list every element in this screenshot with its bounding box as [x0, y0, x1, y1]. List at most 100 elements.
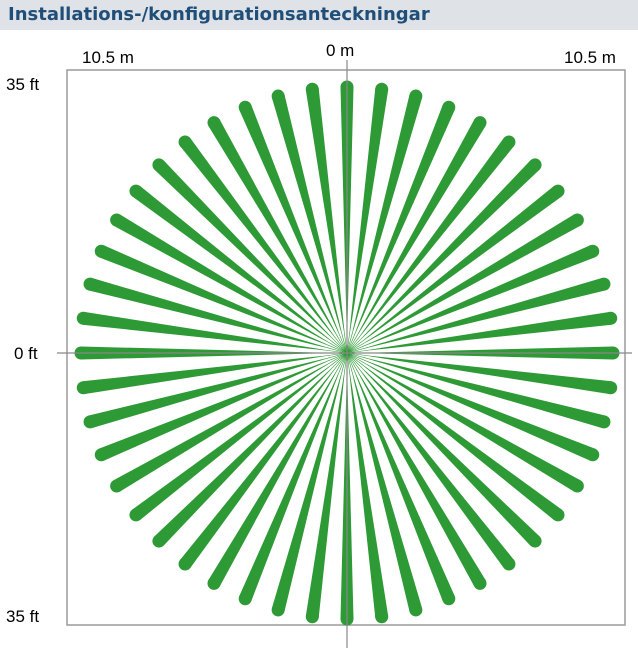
detection-beam-tip — [502, 135, 516, 149]
detection-beam-tip — [375, 610, 389, 624]
detection-beam — [360, 370, 515, 568]
detection-beam — [239, 373, 339, 602]
detection-beam-origin — [346, 347, 369, 354]
detection-beam-origin — [326, 352, 348, 362]
detection-beam-tip — [178, 557, 192, 571]
detection-beam-tip — [271, 89, 285, 103]
detection-beam-origin — [333, 352, 348, 371]
detection-beam — [208, 119, 337, 335]
detection-beam-origin — [341, 331, 348, 354]
detection-beam-tip — [409, 89, 423, 103]
detection-beam-tip — [375, 82, 389, 96]
detection-beam-origin — [329, 339, 348, 354]
detection-beam — [82, 311, 326, 351]
detection-beam — [360, 138, 515, 336]
detection-beam — [349, 374, 389, 618]
detection-beam — [362, 368, 540, 546]
detection-beam-tip — [409, 603, 423, 617]
detection-beam — [88, 358, 326, 429]
detection-beam — [271, 94, 342, 332]
detection-beam-origin — [346, 352, 359, 373]
detection-beam-tip — [94, 244, 108, 258]
detection-beams — [74, 80, 620, 626]
detection-beam-origin — [346, 341, 367, 354]
detection-beam-origin — [346, 352, 365, 367]
detection-beam-origin — [338, 352, 348, 374]
detection-beam — [98, 361, 327, 461]
detection-beam-origin — [327, 341, 348, 354]
detection-beam — [239, 104, 339, 333]
detection-beam — [368, 277, 606, 348]
detection-beam-tip — [604, 311, 618, 325]
detection-beam-tip — [502, 557, 516, 571]
detection-beam-tip — [551, 508, 565, 522]
detection-beam — [88, 277, 326, 348]
detection-beam — [367, 245, 596, 345]
detection-beam — [365, 214, 581, 343]
detection-beam-tip — [207, 116, 221, 130]
detection-beam-tip — [442, 592, 456, 606]
detection-beam — [179, 138, 334, 336]
detection-beam-tip — [604, 381, 618, 395]
detection-beam — [368, 358, 606, 429]
detection-beam-origin — [346, 331, 353, 354]
detection-beam-tip — [473, 116, 487, 130]
detection-beam-origin — [346, 332, 356, 354]
detection-beam-origin — [346, 344, 368, 354]
detection-beam-origin — [346, 352, 353, 375]
detection-beam-tip — [129, 508, 143, 522]
detection-beam — [154, 368, 332, 546]
detection-beam-tip — [570, 479, 584, 493]
detection-beam-origin — [325, 352, 348, 359]
detection-beam — [352, 94, 423, 332]
detection-beam — [357, 119, 486, 335]
detection-beam-origin — [335, 333, 348, 354]
coverage-diagram: 10.5 m 0 m 10.5 m 35 ft 0 ft 35 ft — [0, 30, 638, 650]
detection-beam — [368, 355, 612, 395]
detection-beam-tip — [442, 100, 456, 114]
detection-beam — [355, 373, 455, 602]
detection-beam-tip — [178, 135, 192, 149]
detection-beam — [367, 361, 596, 461]
detection-beam — [305, 88, 345, 332]
detection-beam-tip — [305, 82, 319, 96]
detection-beam-tip — [473, 576, 487, 590]
detection-beam — [208, 371, 337, 587]
detection-beam-origin — [338, 332, 348, 354]
detection-beam — [364, 185, 562, 340]
detection-beam-tip — [528, 534, 542, 548]
detection-beam-tip — [551, 184, 565, 198]
detection-beam-tip — [110, 479, 124, 493]
detection-beam-tip — [152, 158, 166, 172]
detection-beam — [368, 311, 612, 351]
detection-beam-origin — [331, 352, 348, 369]
detection-beam-origin — [335, 352, 348, 373]
detection-beam-origin — [346, 333, 359, 354]
detection-beam-tip — [83, 415, 97, 429]
detection-beam-tip — [528, 158, 542, 172]
detection-beam — [82, 355, 326, 395]
detection-beam-tip — [110, 213, 124, 227]
detection-beam-origin — [333, 335, 348, 354]
coverage-pattern-svg: 10.5 m 0 m 10.5 m 35 ft 0 ft 35 ft — [6, 41, 632, 648]
detection-beam-origin — [325, 347, 348, 354]
top-right-distance-label: 10.5 m — [564, 48, 616, 67]
detection-beam-tip — [76, 381, 90, 395]
detection-beam — [271, 374, 342, 612]
detection-beam — [357, 371, 486, 587]
detection-beam-tip — [271, 603, 285, 617]
detection-beam — [364, 366, 562, 521]
detection-beam — [132, 185, 330, 340]
detection-beam-tip — [597, 415, 611, 429]
detection-beam-tip — [586, 244, 600, 258]
detection-beam-origin — [329, 352, 348, 367]
detection-beam-origin — [346, 339, 365, 354]
detection-beam-tip — [238, 100, 252, 114]
detection-beam — [98, 245, 327, 345]
top-left-distance-label: 10.5 m — [82, 48, 134, 67]
detection-beam — [154, 160, 332, 338]
detection-beam-tip — [570, 213, 584, 227]
detection-beam — [362, 160, 540, 338]
detection-beam-origin — [346, 335, 361, 354]
detection-beam — [113, 214, 329, 343]
